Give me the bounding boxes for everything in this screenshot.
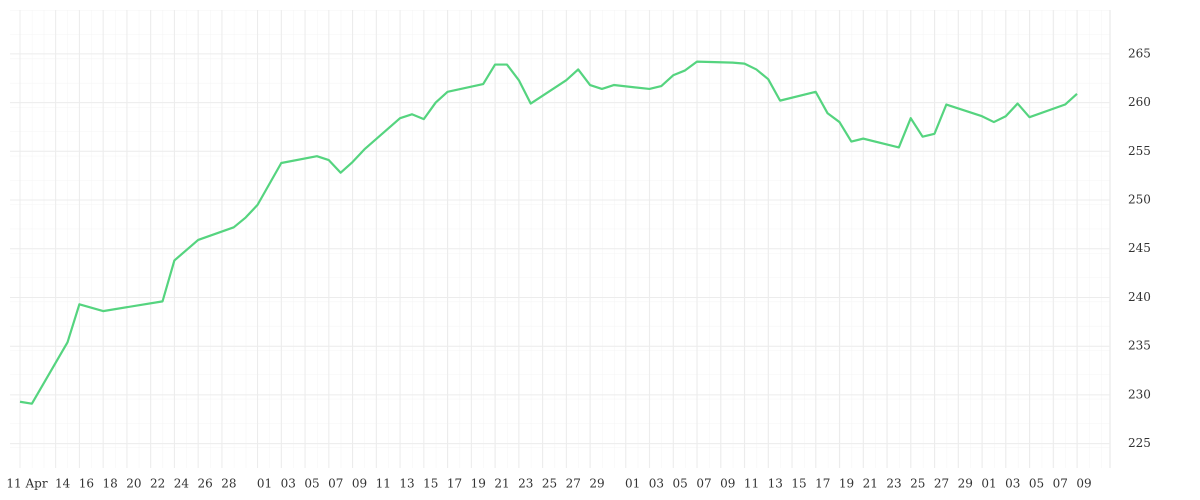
x-tick-label: 07 [696,477,711,491]
x-tick-label: 20 [126,477,141,491]
x-tick-label: 13 [399,477,414,491]
y-tick-label: 225 [1128,436,1151,450]
x-tick-label: 09 [352,477,367,491]
x-tick-label: 07 [328,477,343,491]
x-tick-label: 25 [542,477,557,491]
x-tick-label: 01 [981,477,996,491]
x-tick-label: 07 [1053,477,1068,491]
y-tick-label: 240 [1128,290,1151,304]
price-line [19,60,1078,405]
y-tick-label: 230 [1128,387,1151,401]
x-tick-label: 03 [649,477,664,491]
y-tick-label: 245 [1128,241,1151,255]
x-tick-label: 11 [744,477,759,491]
x-tick-label: 17 [815,477,830,491]
x-tick-label: 09 [720,477,735,491]
x-tick-label: 23 [886,477,901,491]
x-tick-label: 24 [174,477,190,491]
x-tick-label: 03 [1005,477,1020,491]
x-tick-label: 27 [934,477,949,491]
x-tick-label: 15 [423,477,438,491]
x-tick-label: 26 [198,477,213,491]
x-tick-label: 14 [55,477,71,491]
x-tick-label: 19 [839,477,854,491]
x-tick-label: 11 [376,477,391,491]
x-tick-label: 05 [673,477,688,491]
y-tick-label: 250 [1128,193,1151,207]
x-tick-label: 29 [958,477,973,491]
y-tick-label: 235 [1128,339,1151,353]
x-tick-label: 25 [910,477,925,491]
x-tick-label: 22 [150,477,165,491]
x-tick-label: 13 [768,477,783,491]
x-tick-label: 23 [518,477,533,491]
x-tick-label: 27 [566,477,581,491]
x-tick-label: 17 [447,477,462,491]
plot-background [10,10,1110,468]
x-tick-label: 11 Apr [6,477,47,491]
x-tick-label: 05 [1029,477,1044,491]
x-tick-label: 29 [589,477,604,491]
y-tick-label: 265 [1128,46,1151,60]
x-tick-label: 18 [102,477,117,491]
x-tick-label: 15 [791,477,806,491]
x-tick-label: 16 [79,477,94,491]
x-tick-label: 21 [494,477,509,491]
x-tick-label: 03 [281,477,296,491]
y-tick-label: 260 [1128,95,1151,109]
x-tick-label: 28 [221,477,236,491]
x-tick-label: 19 [471,477,486,491]
y-tick-label: 255 [1128,144,1151,158]
x-tick-label: 09 [1076,477,1091,491]
x-tick-label: 05 [304,477,319,491]
x-tick-label: 01 [257,477,272,491]
x-tick-label: 01 [625,477,640,491]
x-tick-label: 21 [863,477,878,491]
